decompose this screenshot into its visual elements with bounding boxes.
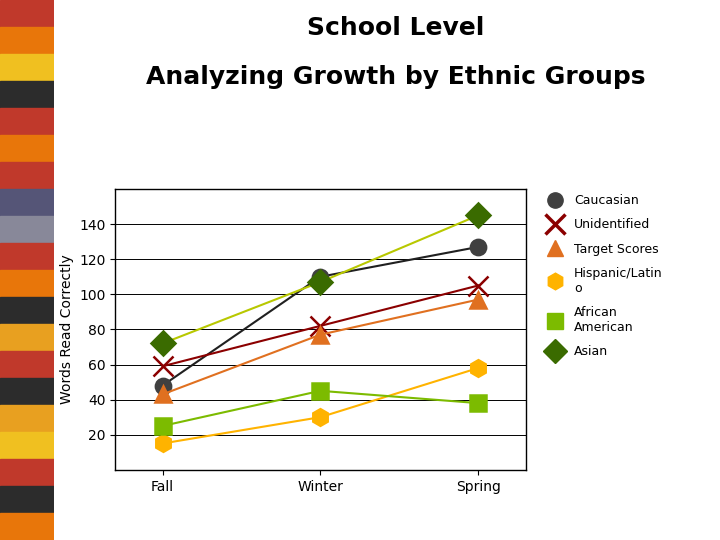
- Legend: Caucasian, Unidentified, Target Scores, Hispanic/Latin
o, African
American, Asia: Caucasian, Unidentified, Target Scores, …: [538, 189, 667, 363]
- Bar: [0, 297, 54, 324]
- Bar: [0, 135, 54, 162]
- Bar: [0, 54, 54, 81]
- Y-axis label: Words Read Correctly: Words Read Correctly: [60, 254, 73, 404]
- Bar: [0, 162, 54, 189]
- Bar: [0, 486, 54, 513]
- Bar: [0, 432, 54, 459]
- Bar: [0, 324, 54, 351]
- Bar: [0, 216, 54, 243]
- Bar: [0, 27, 54, 54]
- Bar: [0, 81, 54, 108]
- Bar: [0, 513, 54, 540]
- Bar: [0, 405, 54, 432]
- Bar: [0, 0, 54, 27]
- Text: School Level: School Level: [307, 16, 485, 40]
- Text: Analyzing Growth by Ethnic Groups: Analyzing Growth by Ethnic Groups: [146, 65, 646, 89]
- Bar: [0, 189, 54, 216]
- Bar: [0, 459, 54, 486]
- Bar: [0, 351, 54, 378]
- Bar: [0, 270, 54, 297]
- Bar: [0, 378, 54, 405]
- Bar: [0, 108, 54, 135]
- Bar: [0, 243, 54, 270]
